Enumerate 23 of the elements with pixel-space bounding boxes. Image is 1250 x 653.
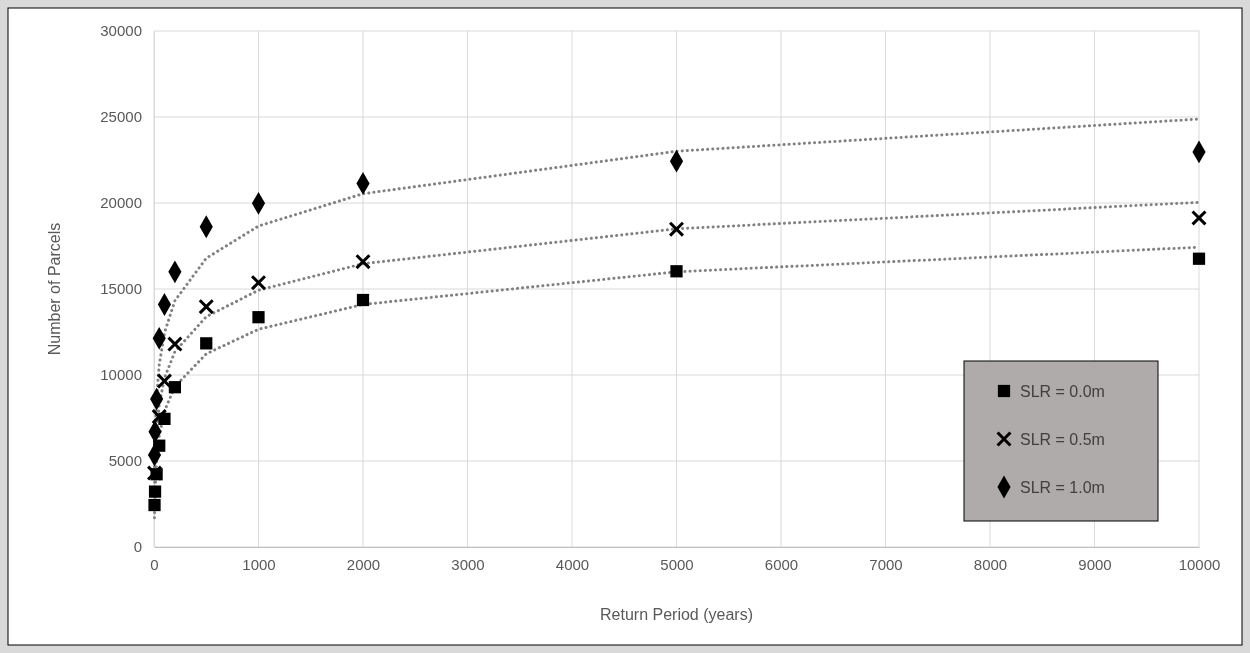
x-tick-label: 2000	[346, 555, 381, 573]
legend-label: SLR = 0.0m	[1020, 383, 1105, 400]
y-tick-label: 10000	[100, 366, 142, 384]
y-tick-label: 25000	[100, 108, 142, 126]
x-tick-label: 7000	[869, 555, 903, 573]
x-tick-label: 4000	[555, 555, 590, 573]
y-tick-label: 0	[133, 538, 142, 556]
y-tick-label: 30000	[100, 22, 142, 40]
y-tick-label: 20000	[100, 194, 142, 212]
x-tick-label: 5000	[660, 555, 694, 573]
x-tick-label: 10000	[1178, 555, 1221, 573]
x-tick-label: 6000	[764, 555, 799, 573]
x-tick-label: 1000	[242, 555, 276, 573]
y-axis-title: Number of Parcels	[46, 222, 63, 356]
y-tick-label: 5000	[108, 452, 142, 470]
legend-label: SLR = 1.0m	[1020, 479, 1105, 496]
legend-label: SLR = 0.5m	[1020, 431, 1105, 448]
x-tick-label: 3000	[451, 555, 485, 573]
x-tick-label: 9000	[1078, 555, 1112, 573]
y-tick-label: 15000	[100, 280, 142, 298]
x-tick-label: 0	[150, 555, 159, 573]
x-axis-title: Return Period (years)	[600, 606, 753, 623]
x-tick-label: 8000	[973, 555, 1008, 573]
